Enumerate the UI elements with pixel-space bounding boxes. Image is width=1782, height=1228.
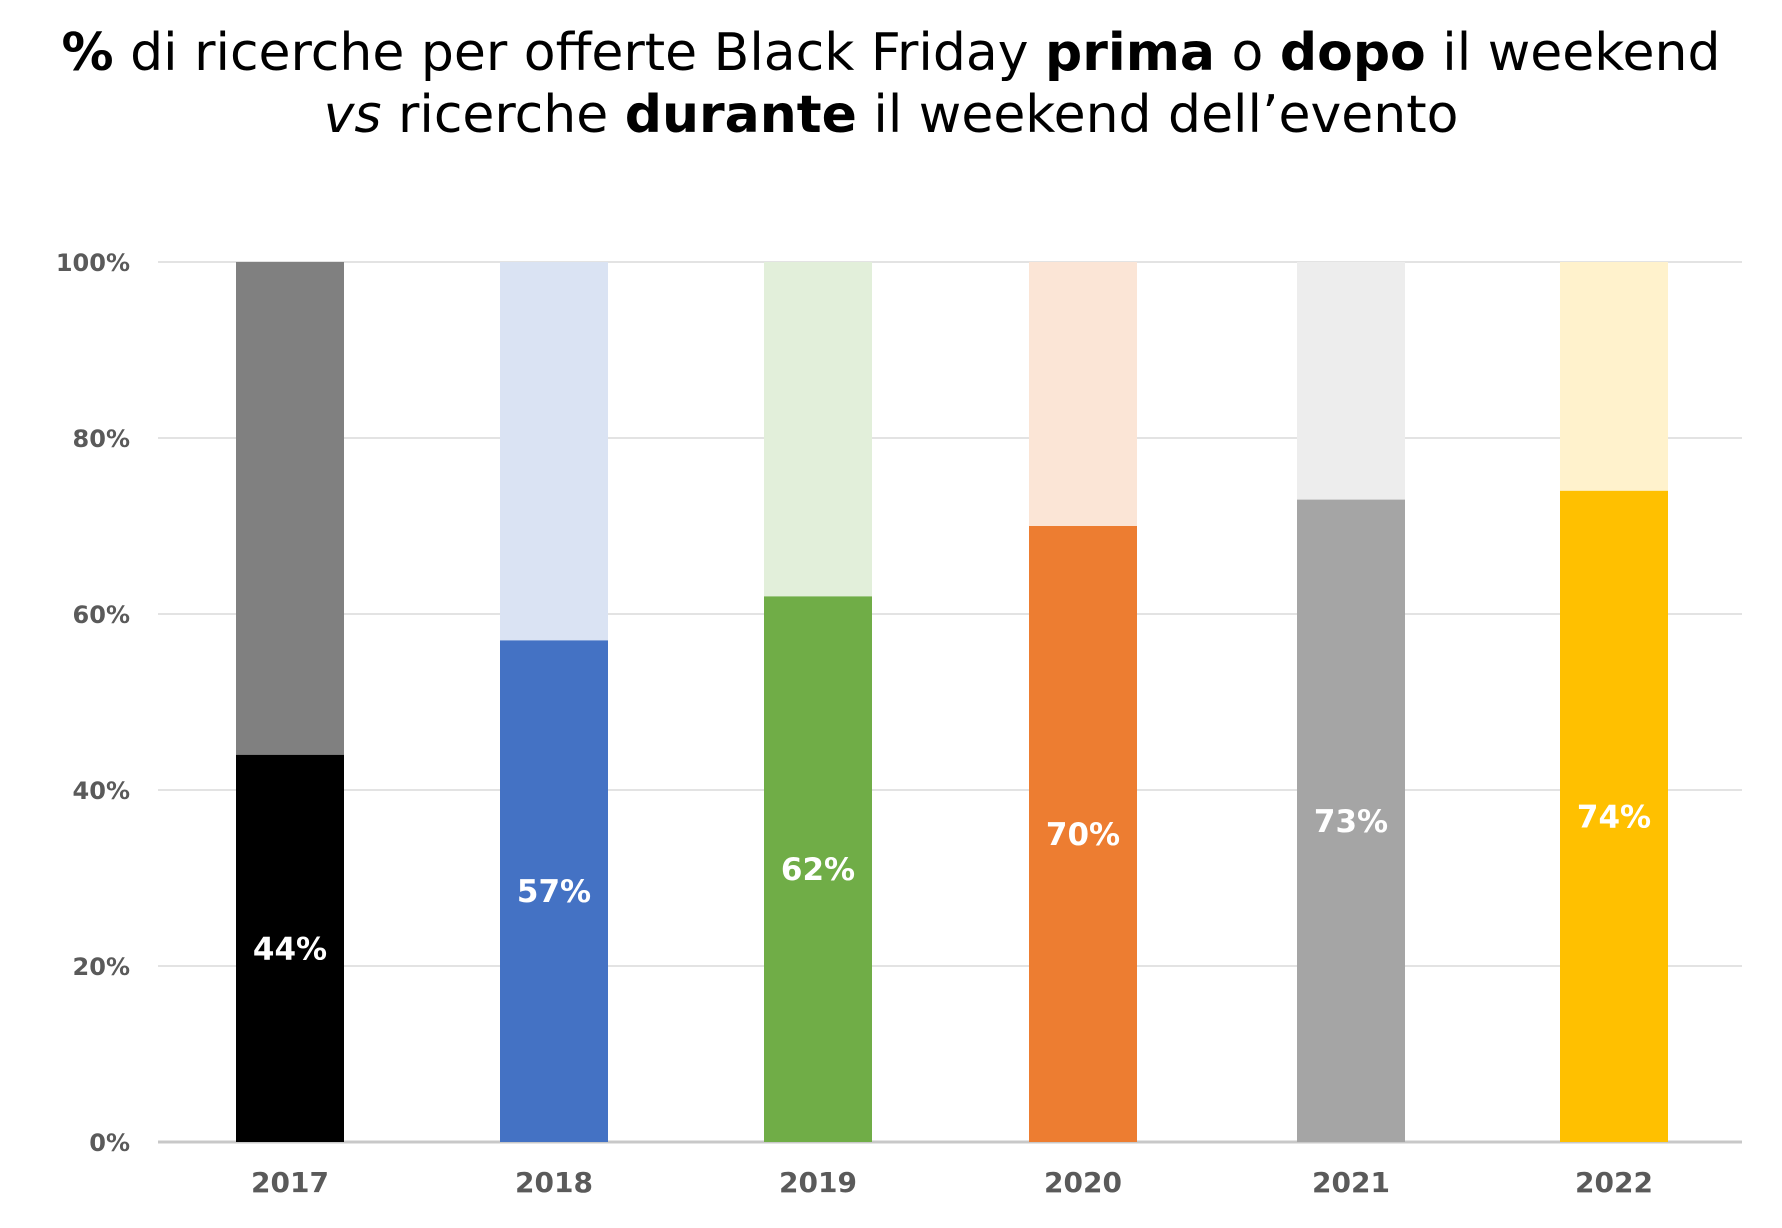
- bar: [1297, 499, 1405, 1143]
- data-label: 70%: [1046, 817, 1120, 853]
- title-line-2: vs ricerche durante il weekend dell’even…: [323, 85, 1459, 145]
- x-axis: 2017 2018 2019 2020 2021 2022: [251, 1166, 1653, 1199]
- bar-remainder: [1297, 262, 1405, 500]
- gridlines: [158, 261, 1742, 1144]
- x-tick-label: 2018: [515, 1166, 593, 1199]
- y-tick-label: 100%: [56, 249, 130, 277]
- data-label: 44%: [253, 931, 327, 967]
- bar-remainder: [500, 262, 608, 641]
- data-label: 74%: [1577, 799, 1651, 835]
- y-tick-label: 40%: [73, 777, 130, 805]
- bars: 44% 57% 62% 70% 73% 74%: [236, 262, 1668, 1143]
- y-tick-label: 20%: [73, 953, 130, 981]
- bar-remainder: [1560, 262, 1668, 491]
- x-tick-label: 2022: [1575, 1166, 1653, 1199]
- y-tick-label: 80%: [73, 425, 130, 453]
- bar-remainder: [1029, 262, 1137, 526]
- x-tick-label: 2020: [1044, 1166, 1122, 1199]
- data-label: 57%: [517, 874, 591, 910]
- bar-remainder: [764, 262, 872, 597]
- y-tick-label: 0%: [89, 1129, 130, 1157]
- x-tick-label: 2021: [1312, 1166, 1390, 1199]
- data-label: 73%: [1314, 804, 1388, 840]
- data-label: 62%: [781, 852, 855, 888]
- title-line-1: % di ricerche per offerte Black Friday p…: [61, 23, 1721, 83]
- bar: [236, 754, 344, 1142]
- x-tick-label: 2017: [251, 1166, 329, 1199]
- bar: [1029, 526, 1137, 1142]
- chart-title: % di ricerche per offerte Black Friday p…: [0, 22, 1782, 146]
- y-tick-label: 60%: [73, 601, 130, 629]
- y-axis: 0% 20% 40% 60% 80% 100%: [56, 249, 130, 1157]
- bar: [500, 640, 608, 1142]
- bar: [1560, 490, 1668, 1142]
- bar-remainder: [236, 262, 344, 755]
- x-tick-label: 2019: [779, 1166, 857, 1199]
- bar: [764, 596, 872, 1142]
